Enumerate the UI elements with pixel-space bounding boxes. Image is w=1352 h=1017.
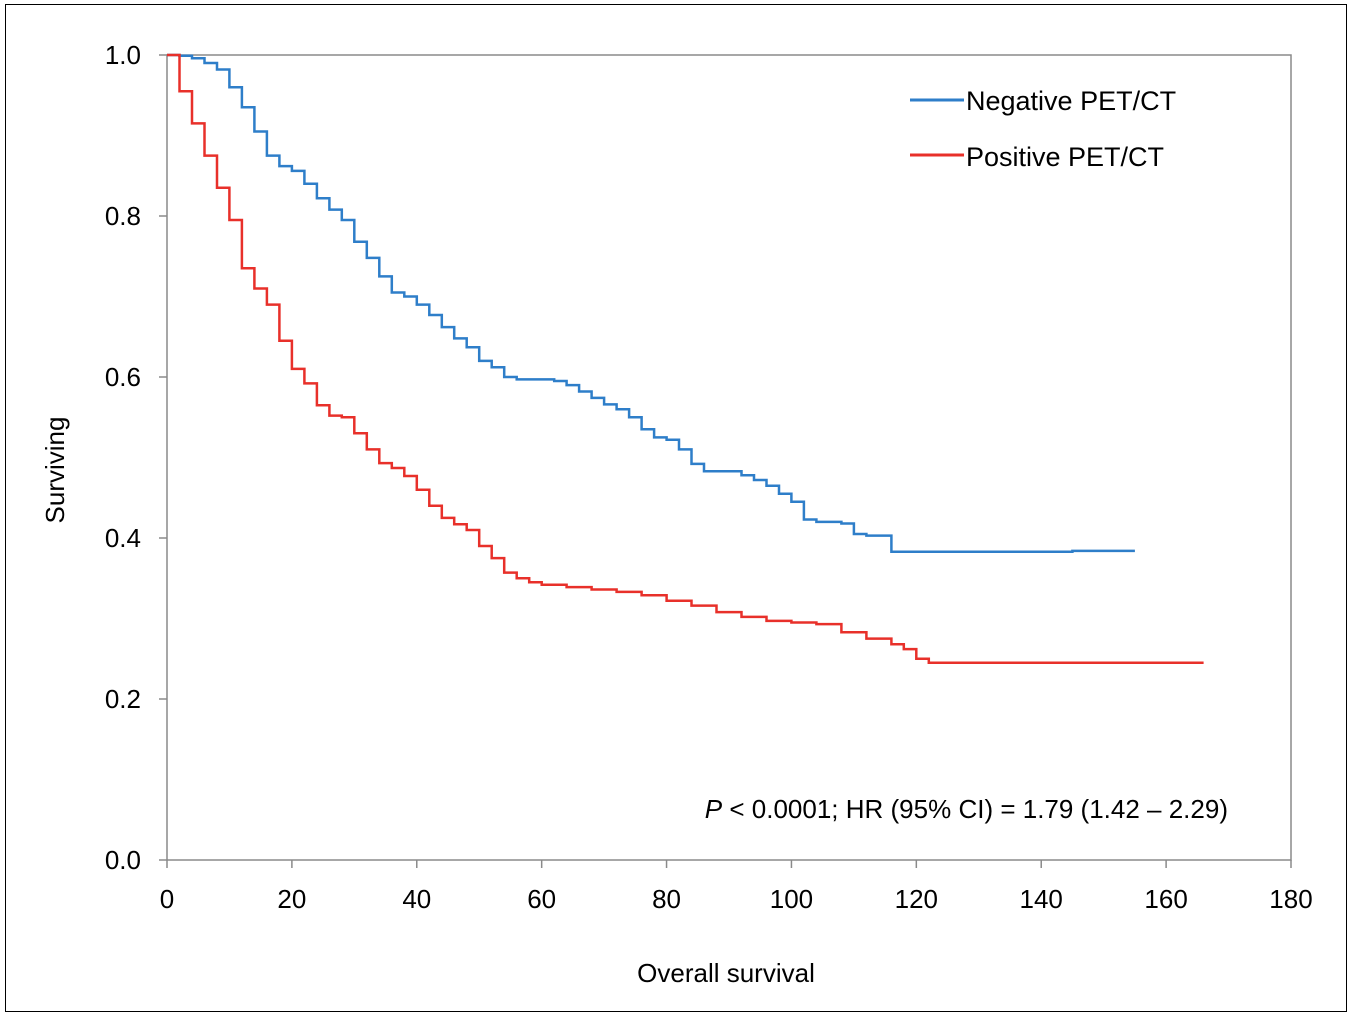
x-axis-title: Overall survival: [637, 958, 815, 988]
x-tick-label: 60: [527, 884, 556, 914]
legend-label-positive: Positive PET/CT: [966, 142, 1164, 172]
plot-area: [166, 54, 1292, 861]
p-symbol: P: [705, 794, 723, 824]
x-tick-label: 0: [160, 884, 174, 914]
figure-frame: [5, 4, 1347, 1012]
y-tick-label: 0.6: [105, 362, 141, 392]
y-tick-label: 0.2: [105, 684, 141, 714]
p-value-annotation: P < 0.0001; HR (95% CI) = 1.79 (1.42 – 2…: [705, 794, 1228, 824]
x-tick-label: 140: [1020, 884, 1063, 914]
series-layer: [167, 53, 1204, 665]
legend-label-negative: Negative PET/CT: [966, 86, 1176, 116]
y-axis-title: Surviving: [40, 417, 70, 524]
hr-text: < 0.0001; HR (95% CI) = 1.79 (1.42 – 2.2…: [722, 794, 1228, 824]
legend: Negative PET/CT Positive PET/CT: [910, 86, 1176, 172]
axes: 0 20 40 60 80 100 120 140 160 180 0.0 0.2 0.4 0.6 0.8 1…: [105, 40, 1313, 914]
x-tick-label: 120: [895, 884, 938, 914]
series-line-positive: [167, 53, 1204, 665]
y-tick-label: 0.8: [105, 201, 141, 231]
x-tick-label: 80: [652, 884, 681, 914]
y-tick-label: 0.0: [105, 845, 141, 875]
x-tick-label: 180: [1269, 884, 1312, 914]
series-line-negative: [167, 53, 1135, 553]
x-tick-label: 100: [770, 884, 813, 914]
x-tick-label: 160: [1144, 884, 1187, 914]
y-tick-label: 0.4: [105, 523, 141, 553]
y-tick-label: 1.0: [105, 40, 141, 70]
x-tick-label: 20: [277, 884, 306, 914]
x-tick-label: 40: [402, 884, 431, 914]
